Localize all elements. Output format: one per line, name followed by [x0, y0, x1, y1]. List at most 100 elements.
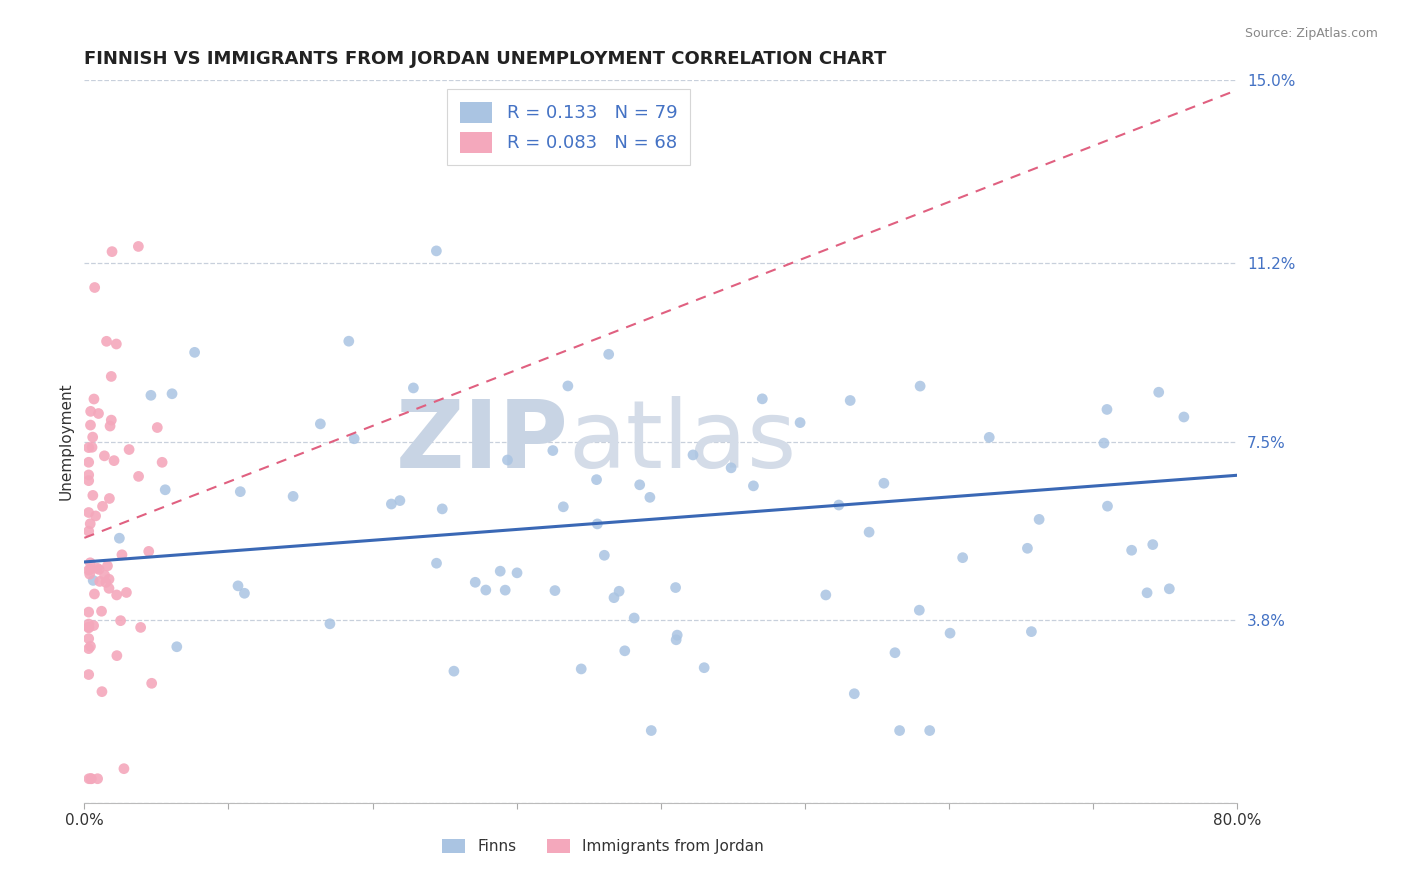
- Point: [77, 467, 100, 482]
- Point: [91, 500, 114, 514]
- Point: [751, 392, 773, 406]
- Point: [128, 469, 150, 483]
- Point: [343, 432, 366, 446]
- Point: [665, 581, 688, 595]
- Point: [1142, 538, 1164, 552]
- Point: [593, 549, 616, 563]
- Point: [79, 640, 101, 654]
- Point: [569, 662, 592, 676]
- Point: [464, 575, 486, 590]
- Point: [77, 667, 100, 681]
- Point: [908, 379, 931, 393]
- Point: [233, 586, 256, 600]
- Point: [129, 620, 152, 634]
- Point: [789, 416, 811, 430]
- Y-axis label: Unemployment: Unemployment: [58, 383, 73, 500]
- Point: [139, 388, 162, 402]
- Point: [146, 420, 169, 434]
- Point: [111, 548, 134, 562]
- Text: FINNISH VS IMMIGRANTS FROM JORDAN UNEMPLOYMENT CORRELATION CHART: FINNISH VS IMMIGRANTS FROM JORDAN UNEMPL…: [84, 50, 887, 68]
- Point: [613, 644, 636, 658]
- Point: [87, 562, 110, 576]
- Point: [1017, 541, 1039, 556]
- Point: [665, 632, 688, 647]
- Point: [100, 369, 122, 384]
- Point: [101, 244, 124, 259]
- Point: [553, 500, 575, 514]
- Point: [93, 568, 115, 582]
- Point: [77, 772, 100, 786]
- Point: [77, 605, 100, 619]
- Point: [84, 508, 107, 523]
- Point: [682, 448, 704, 462]
- Point: [80, 440, 103, 454]
- Point: [489, 564, 512, 578]
- Point: [1097, 499, 1119, 513]
- Point: [96, 558, 118, 573]
- Point: [557, 379, 579, 393]
- Point: [226, 579, 249, 593]
- Text: atlas: atlas: [568, 395, 797, 488]
- Point: [229, 484, 252, 499]
- Point: [77, 641, 100, 656]
- Point: [388, 493, 411, 508]
- Point: [603, 591, 626, 605]
- Point: [319, 616, 342, 631]
- Point: [80, 772, 103, 786]
- Point: [100, 413, 122, 427]
- Point: [77, 621, 100, 635]
- Point: [979, 430, 1001, 444]
- Point: [93, 449, 115, 463]
- Point: [83, 618, 105, 632]
- Point: [183, 345, 205, 359]
- Point: [693, 661, 716, 675]
- Point: [77, 455, 100, 469]
- Point: [98, 419, 121, 434]
- Point: [118, 442, 141, 457]
- Point: [1147, 385, 1170, 400]
- Point: [86, 561, 108, 575]
- Point: [666, 628, 689, 642]
- Point: [110, 614, 132, 628]
- Point: [598, 347, 620, 361]
- Point: [425, 244, 447, 258]
- Point: [638, 491, 661, 505]
- Point: [402, 381, 425, 395]
- Point: [1173, 409, 1195, 424]
- Point: [432, 502, 454, 516]
- Point: [94, 575, 117, 590]
- Point: [443, 664, 465, 678]
- Point: [623, 611, 645, 625]
- Point: [586, 516, 609, 531]
- Point: [83, 392, 105, 406]
- Point: [494, 583, 516, 598]
- Point: [1028, 512, 1050, 526]
- Point: [607, 584, 630, 599]
- Point: [1021, 624, 1043, 639]
- Point: [475, 582, 498, 597]
- Point: [90, 604, 112, 618]
- Point: [82, 430, 104, 444]
- Point: [77, 563, 100, 577]
- Point: [89, 574, 111, 589]
- Point: [425, 556, 447, 570]
- Point: [814, 588, 837, 602]
- Point: [138, 544, 160, 558]
- Point: [83, 587, 105, 601]
- Point: [79, 404, 101, 418]
- Point: [1136, 586, 1159, 600]
- Point: [858, 525, 880, 540]
- Point: [640, 723, 662, 738]
- Point: [112, 762, 135, 776]
- Point: [115, 585, 138, 599]
- Point: [918, 723, 941, 738]
- Point: [98, 572, 121, 586]
- Point: [309, 417, 332, 431]
- Point: [98, 491, 121, 506]
- Point: [77, 617, 100, 632]
- Point: [91, 684, 114, 698]
- Point: [86, 772, 108, 786]
- Point: [79, 516, 101, 531]
- Point: [82, 574, 104, 588]
- Point: [127, 239, 149, 253]
